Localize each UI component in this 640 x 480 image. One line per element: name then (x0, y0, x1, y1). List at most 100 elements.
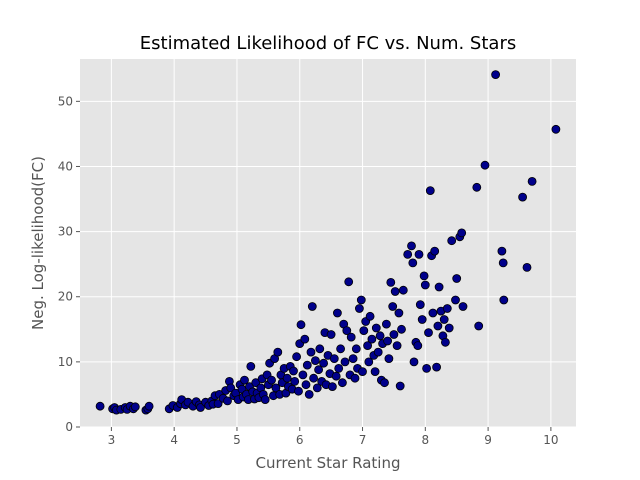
data-point (439, 315, 449, 324)
y-tick-label: 10 (58, 355, 73, 369)
data-point (408, 258, 418, 268)
data-point (419, 271, 429, 281)
data-point (457, 228, 467, 238)
chart-title: Estimated Likelihood of FC vs. Num. Star… (140, 33, 516, 54)
data-point (329, 354, 339, 364)
data-point (346, 332, 356, 342)
data-point (389, 330, 399, 339)
data-point (480, 160, 490, 170)
data-point (458, 302, 468, 311)
data-point (314, 365, 324, 375)
data-point (388, 302, 398, 311)
data-point (413, 341, 423, 351)
data-point (407, 241, 416, 251)
data-point (340, 357, 350, 367)
y-tick-label: 0 (65, 420, 73, 434)
data-point (491, 70, 501, 79)
x-axis-ticks: 3 4 5 6 7 8 9 10 (108, 427, 559, 447)
data-point (433, 321, 443, 331)
data-point (381, 319, 391, 329)
data-point (386, 277, 396, 287)
data-point (363, 341, 373, 351)
data-point (415, 300, 425, 310)
data-point (390, 287, 400, 296)
data-point (420, 280, 430, 290)
data-point (499, 295, 509, 305)
data-point (336, 344, 346, 354)
data-point (527, 176, 537, 186)
data-point (342, 326, 352, 336)
y-axis-ticks: 0 10 20 30 40 50 (58, 94, 80, 434)
data-point (422, 363, 432, 373)
data-point (350, 373, 360, 383)
data-point (395, 381, 405, 391)
y-tick-label: 30 (58, 225, 73, 239)
data-point (392, 341, 402, 351)
data-point (294, 386, 303, 396)
data-point (452, 274, 462, 283)
data-point (383, 336, 393, 346)
data-point (312, 383, 322, 393)
data-point (213, 399, 223, 409)
data-point (371, 323, 381, 333)
data-point (260, 395, 270, 405)
data-point (424, 328, 433, 338)
y-tick-label: 20 (58, 290, 73, 304)
data-point (331, 371, 341, 381)
data-point (307, 302, 317, 311)
data-point (337, 378, 347, 388)
data-point (301, 380, 311, 390)
data-point (282, 373, 292, 383)
data-point (289, 366, 298, 376)
data-point (196, 403, 205, 412)
data-point (223, 396, 232, 406)
data-point (428, 308, 438, 318)
data-point (440, 337, 450, 347)
data-point (365, 311, 375, 321)
data-point (434, 282, 444, 292)
data-point (375, 331, 385, 341)
y-tick-label: 40 (58, 159, 73, 173)
data-point (327, 382, 337, 392)
data-point (403, 249, 413, 259)
data-point (447, 236, 457, 246)
data-point (474, 321, 484, 331)
data-point (409, 357, 419, 367)
data-point (451, 295, 460, 305)
data-point (319, 358, 329, 368)
data-point (273, 347, 283, 357)
data-point (348, 354, 358, 364)
data-point (292, 352, 302, 362)
data-point (309, 373, 319, 383)
data-point (344, 277, 354, 287)
data-point (367, 334, 377, 344)
data-point (394, 308, 404, 318)
data-point (300, 334, 310, 344)
data-point (358, 367, 367, 377)
x-tick-label: 6 (296, 433, 304, 447)
x-tick-label: 8 (421, 433, 429, 447)
data-point (551, 124, 561, 134)
x-tick-label: 3 (108, 433, 116, 447)
data-points (95, 70, 561, 415)
data-point (398, 285, 408, 295)
x-tick-label: 7 (359, 433, 367, 447)
data-point (290, 376, 300, 386)
data-point (359, 326, 369, 336)
x-tick-label: 9 (484, 433, 492, 447)
data-point (304, 389, 314, 399)
data-point (432, 362, 442, 372)
data-point (306, 347, 316, 357)
data-point (144, 401, 154, 411)
data-point (522, 262, 532, 272)
data-point (497, 246, 507, 256)
data-point (425, 186, 435, 196)
grid-lines (80, 59, 576, 428)
data-point (332, 308, 342, 318)
data-point (397, 324, 406, 334)
data-point (444, 323, 454, 333)
data-point (326, 330, 336, 339)
data-point (430, 246, 440, 256)
data-point (351, 344, 361, 354)
data-point (380, 378, 389, 388)
